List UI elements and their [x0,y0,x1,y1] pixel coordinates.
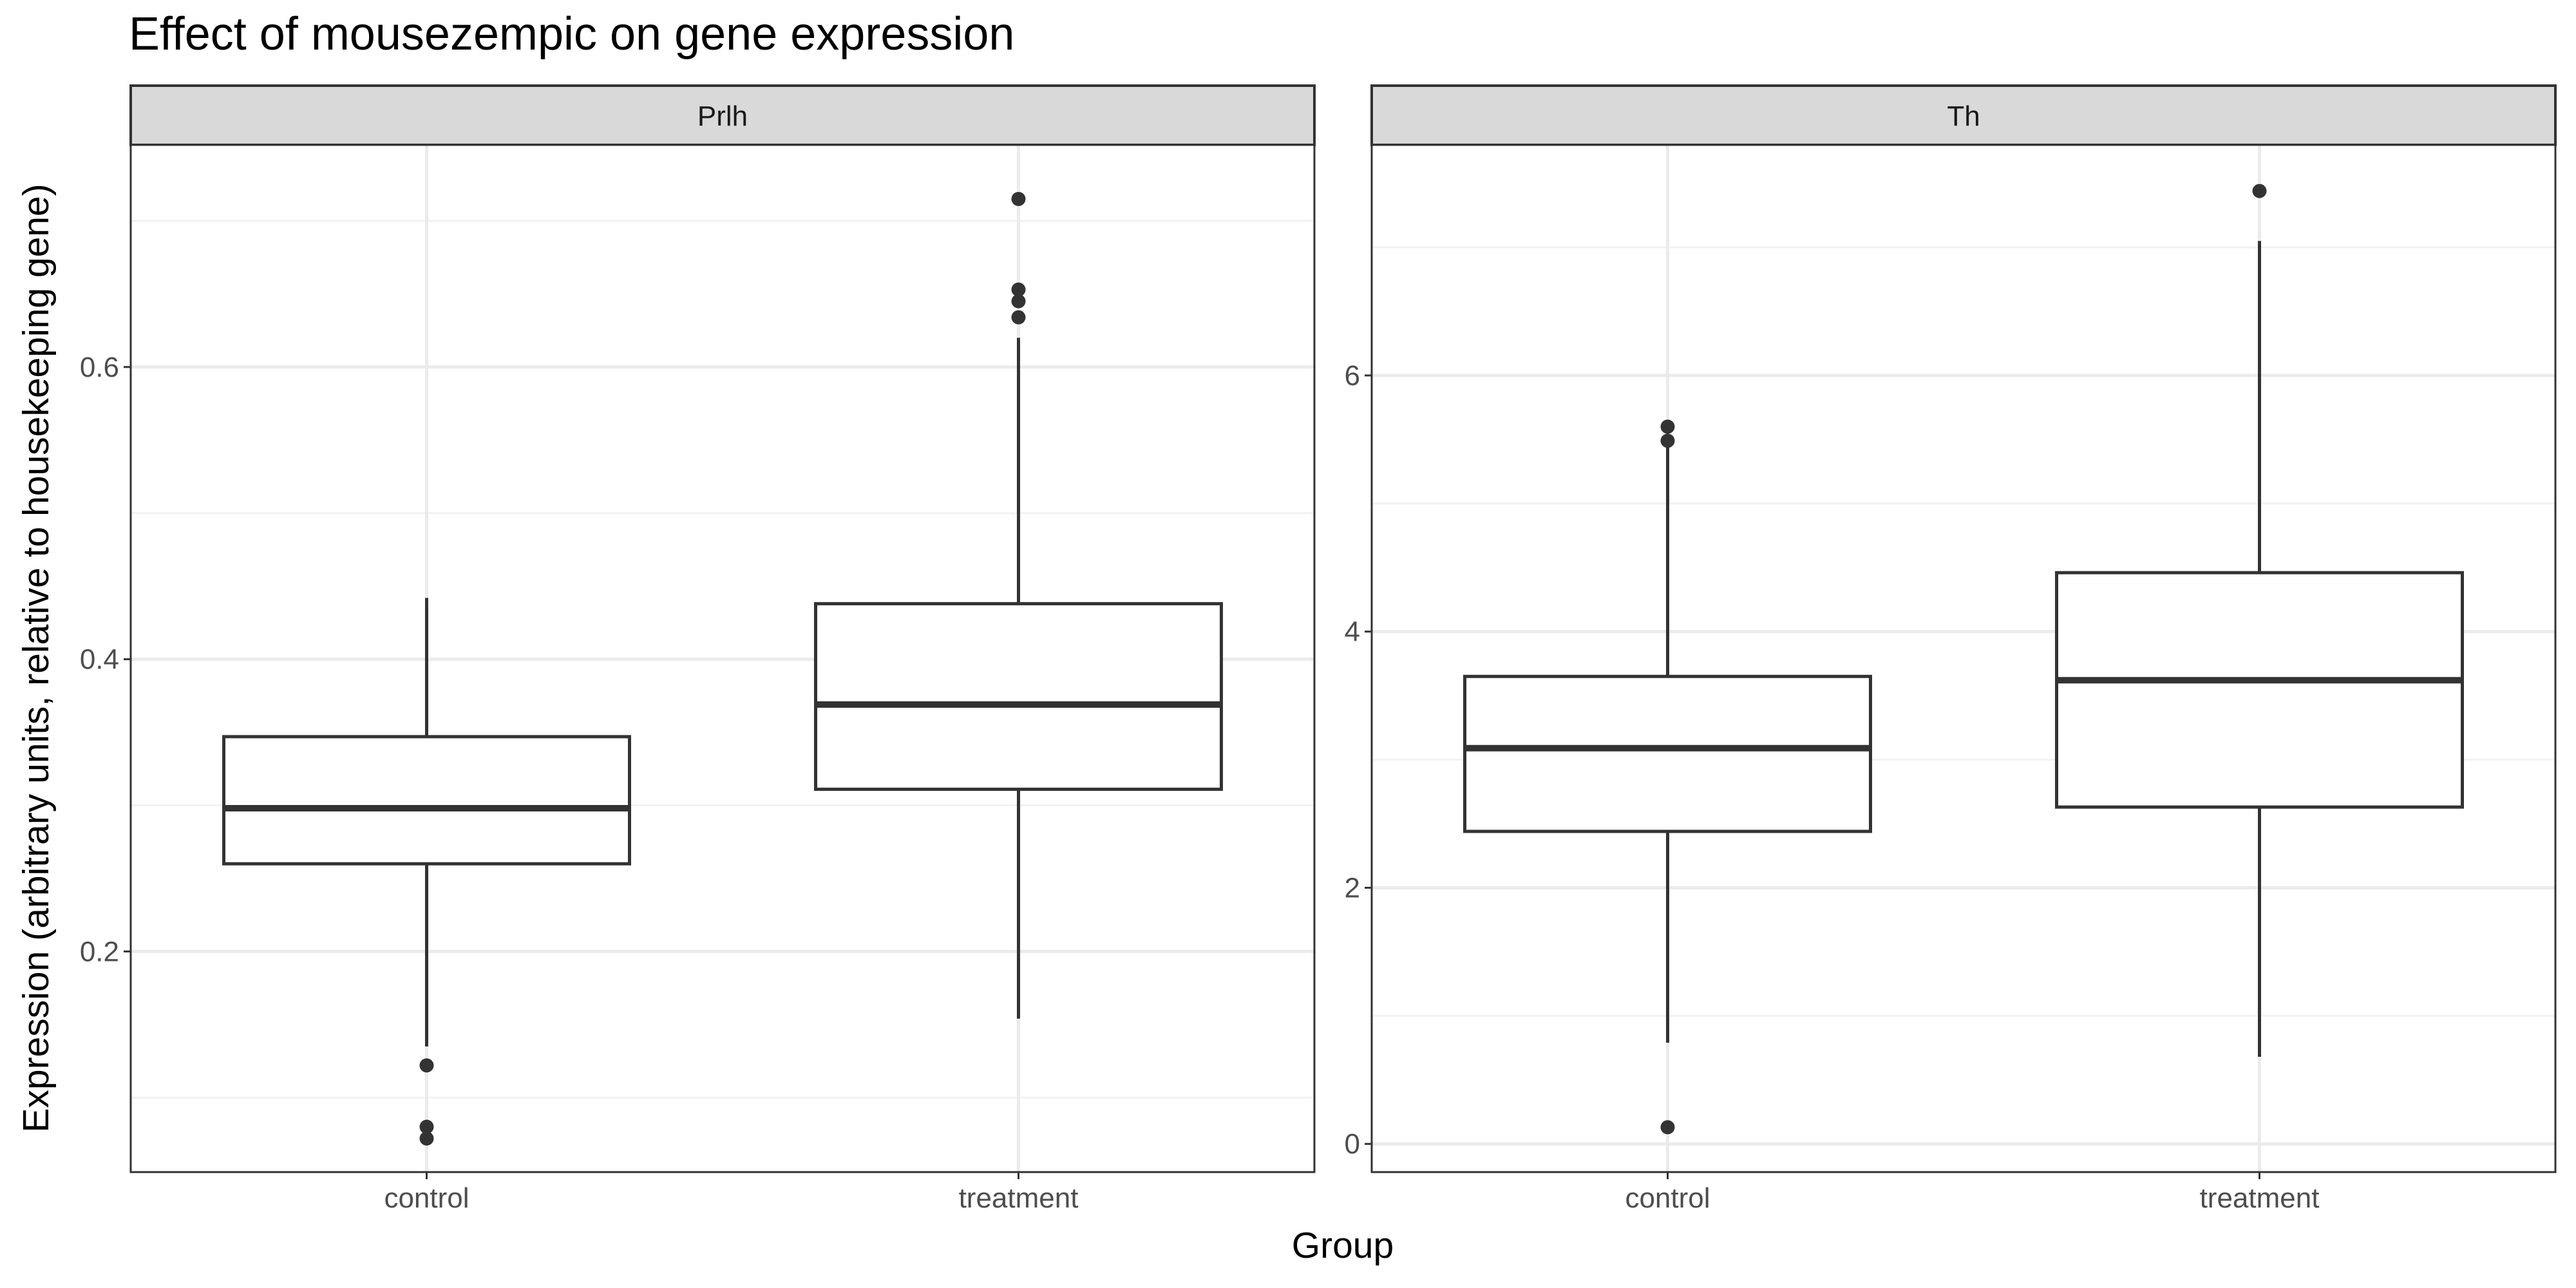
y-tick-label: 2 [1345,872,1360,904]
facet-strip-th [1370,84,2557,146]
outlier-point-prlh-treatment [1011,310,1026,325]
box-th-treatment [2055,571,2464,809]
box-prlh-treatment [814,601,1223,791]
boxes-th [1463,184,2464,1135]
outlier-point-prlh-treatment [1011,294,1026,308]
outlier-point-prlh-treatment [1011,282,1026,297]
y-tick-label: 0.4 [80,644,119,676]
y-tick-label: 0 [1345,1128,1360,1160]
outlier-point-th-control [1660,433,1675,448]
outlier-point-prlh-control [419,1058,434,1073]
x-axis-th: control treatment [1625,1172,2319,1214]
box-th-control [1463,674,1872,833]
x-tick-label: control [1625,1182,1710,1214]
facet-strip-label-th: Th [1947,100,1980,132]
y-tick-label: 4 [1345,616,1360,648]
box-prlh-control [222,735,631,866]
outlier-point-prlh-treatment [1011,191,1026,206]
outlier-point-prlh-control [419,1131,434,1146]
x-axis-title: Group [1292,1225,1394,1266]
y-axis-title: Expression (arbitrary units, relative to… [15,184,57,1132]
x-tick-label: treatment [2200,1182,2320,1214]
facet-strip-prlh [129,84,1316,146]
outlier-point-th-treatment [2252,184,2267,198]
x-tick-label: control [384,1182,469,1214]
outlier-point-th-control [1660,1120,1675,1135]
outlier-point-th-control [1660,419,1675,434]
boxes-prlh [222,191,1223,1146]
facet-panel-prlh: Prlh 0.2 0.4 0.6 control treatment [80,84,1316,1214]
facet-panel-th: Th 0 2 4 6 control treatment [1345,84,2557,1214]
facet-strip-label-prlh: Prlh [697,100,748,132]
x-tick-label: treatment [959,1182,1079,1214]
y-tick-label: 0.6 [80,352,119,383]
outlier-point-prlh-control [419,1119,434,1134]
panel-border-th [1370,144,2557,1173]
y-tick-label: 6 [1345,360,1360,392]
chart-title: Effect of mousezempic on gene expression [129,8,1014,60]
x-axis-prlh: control treatment [384,1172,1078,1214]
y-axis-th: 0 2 4 6 [1345,360,1372,1160]
y-axis-prlh: 0.2 0.4 0.6 [80,352,131,967]
y-tick-label: 0.2 [80,936,119,967]
